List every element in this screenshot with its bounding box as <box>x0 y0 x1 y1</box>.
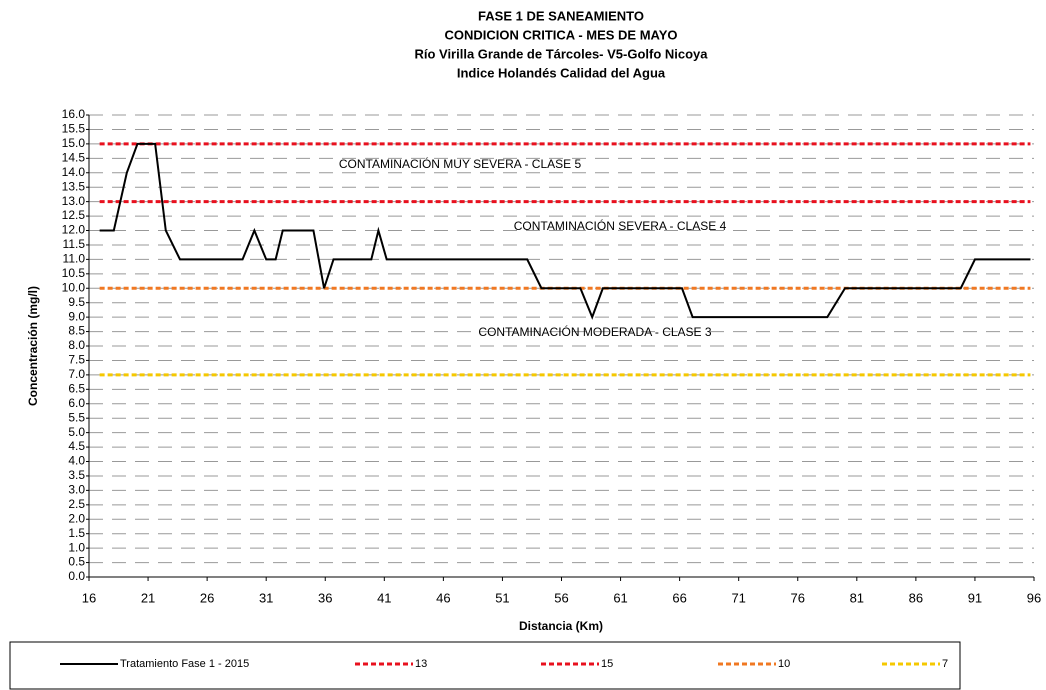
y-tick-label: 4.5 <box>68 439 85 453</box>
x-tick-label: 56 <box>554 590 568 605</box>
legend-label: 7 <box>942 658 948 670</box>
x-tick-label: 36 <box>318 590 332 605</box>
y-tick-label: 1.5 <box>68 526 85 540</box>
y-tick-label: 2.0 <box>68 511 85 525</box>
y-tick-label: 12.0 <box>62 223 86 237</box>
y-tick-label: 6.0 <box>68 396 85 410</box>
legend-label: 13 <box>415 658 427 670</box>
x-tick-label: 26 <box>200 590 214 605</box>
x-tick-label: 51 <box>495 590 509 605</box>
y-tick-label: 5.0 <box>68 425 85 439</box>
x-tick-label: 41 <box>377 590 391 605</box>
y-tick-label: 11.0 <box>63 252 86 266</box>
series-line <box>99 142 1031 320</box>
x-tick-label: 66 <box>672 590 686 605</box>
x-tick-label: 76 <box>791 590 805 605</box>
y-tick-label: 15.5 <box>62 122 86 136</box>
y-tick-label: 14.5 <box>62 150 86 164</box>
y-tick-label: 1.0 <box>68 540 85 554</box>
y-tick-label: 7.5 <box>68 353 85 367</box>
legend-label: 15 <box>601 658 613 670</box>
x-tick-label: 16 <box>82 590 96 605</box>
y-tick-label: 10.0 <box>62 280 86 294</box>
y-tick-label: 10.5 <box>62 266 86 280</box>
y-tick-label: 16.0 <box>62 107 86 121</box>
x-tick-label: 46 <box>436 590 450 605</box>
y-tick-label: 4.0 <box>68 454 85 468</box>
y-tick-label: 6.5 <box>68 381 85 395</box>
y-tick-label: 3.5 <box>68 468 85 482</box>
chart-title: CONDICION CRITICA - MES DE MAYO <box>444 27 677 42</box>
y-axis-label: Concentración (mg/l) <box>26 286 40 406</box>
x-tick-label: 21 <box>141 590 155 605</box>
y-tick-label: 0.5 <box>68 555 85 569</box>
y-tick-label: 15.0 <box>62 136 86 150</box>
x-tick-label: 81 <box>850 590 864 605</box>
y-tick-label: 2.5 <box>68 497 85 511</box>
x-tick-label: 91 <box>968 590 982 605</box>
x-tick-label: 61 <box>613 590 627 605</box>
annotation: CONTAMINACIÓN MUY SEVERA - CLASE 5 <box>339 156 582 171</box>
legend-box <box>9 641 961 690</box>
y-tick-label: 14.0 <box>62 165 86 179</box>
y-tick-label: 11.5 <box>63 237 86 251</box>
y-tick-label: 7.0 <box>68 367 85 381</box>
chart-title: Río Virilla Grande de Tárcoles- V5-Golfo… <box>414 46 708 61</box>
y-tick-label: 3.0 <box>68 483 85 497</box>
x-tick-label: 71 <box>731 590 745 605</box>
x-tick-label: 86 <box>909 590 923 605</box>
legend-label: 10 <box>778 658 790 670</box>
y-tick-label: 13.5 <box>62 179 86 193</box>
y-tick-label: 13.0 <box>62 194 86 208</box>
annotation: CONTAMINACIÓN SEVERA - CLASE 4 <box>514 218 727 233</box>
annotation: CONTAMINACIÓN MODERADA - CLASE 3 <box>478 324 711 339</box>
legend-label: Tratamiento Fase 1 - 2015 <box>120 658 249 670</box>
chart-title: Indice Holandés Calidad del Agua <box>457 65 666 80</box>
x-tick-label: 96 <box>1027 590 1041 605</box>
y-tick-label: 5.5 <box>68 410 85 424</box>
x-axis-label: Distancia (Km) <box>519 619 603 633</box>
y-tick-label: 0.0 <box>68 569 85 583</box>
y-tick-label: 8.0 <box>68 338 85 352</box>
y-tick-label: 9.0 <box>68 309 85 323</box>
y-tick-label: 12.5 <box>62 208 86 222</box>
chart-title: FASE 1 DE SANEAMIENTO <box>478 8 644 23</box>
y-tick-label: 9.5 <box>68 295 85 309</box>
x-tick-label: 31 <box>259 590 273 605</box>
y-tick-label: 8.5 <box>68 324 85 338</box>
